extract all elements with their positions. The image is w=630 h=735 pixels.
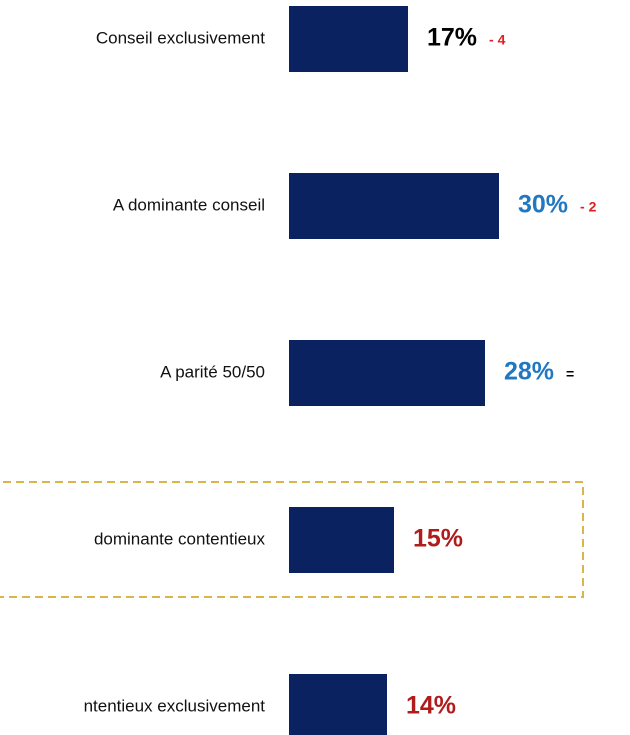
value-label: 15% bbox=[413, 525, 463, 553]
change-label: - 4 bbox=[489, 32, 506, 48]
bar bbox=[289, 340, 485, 406]
value-label: 17% bbox=[427, 24, 477, 52]
bar bbox=[289, 6, 408, 72]
value-label: 28% bbox=[504, 358, 554, 386]
bar bbox=[289, 674, 387, 735]
value-label: 14% bbox=[406, 692, 456, 720]
highlight-box bbox=[0, 481, 584, 598]
category-label: dominante contentieux bbox=[94, 529, 266, 548]
change-label: = bbox=[566, 366, 574, 382]
bar bbox=[289, 173, 499, 239]
category-label: A dominante conseil bbox=[113, 195, 265, 214]
category-label: Conseil exclusivement bbox=[96, 28, 265, 47]
category-label: A parité 50/50 bbox=[160, 362, 265, 381]
change-label: - 2 bbox=[580, 199, 597, 215]
bar bbox=[289, 507, 394, 573]
category-label: ntentieux exclusivement bbox=[84, 696, 266, 715]
value-label: 30% bbox=[518, 191, 568, 219]
